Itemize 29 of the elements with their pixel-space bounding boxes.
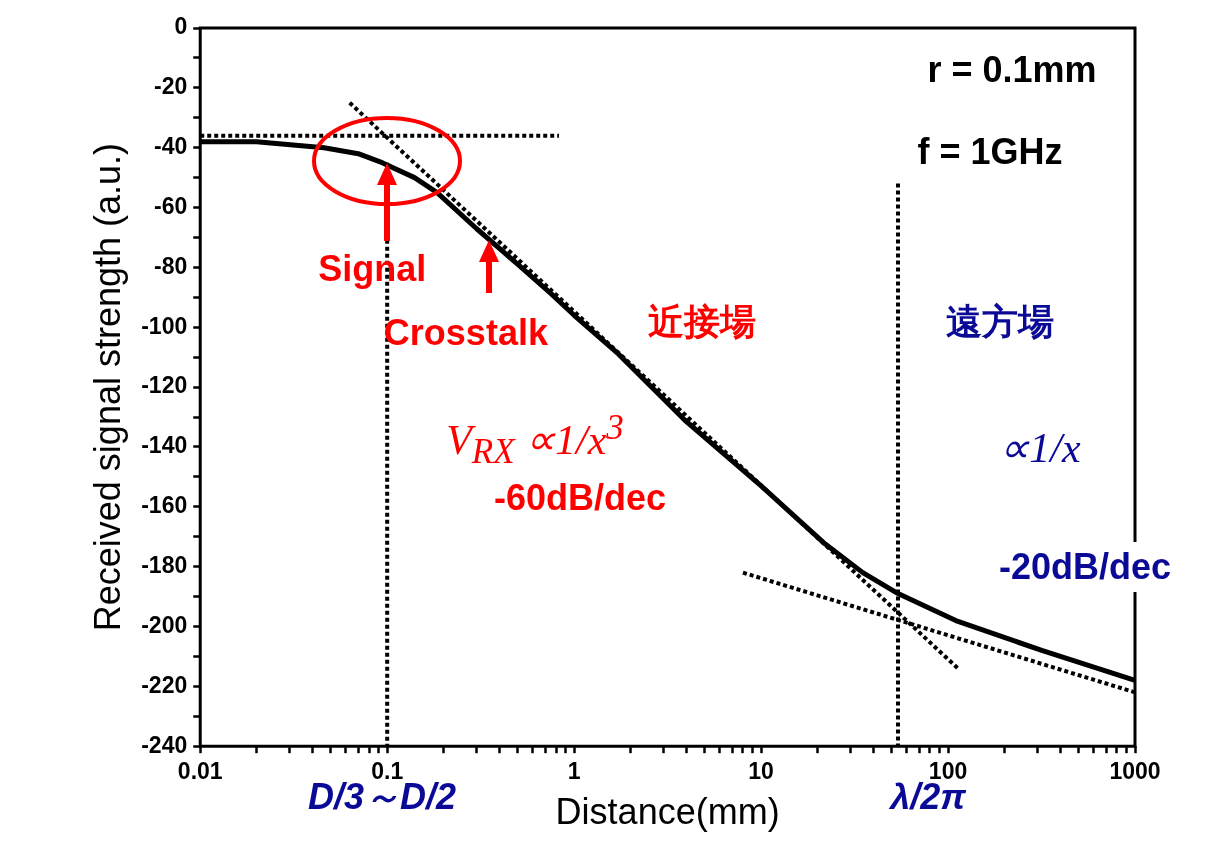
y-tick-label: -240 [141, 731, 188, 758]
y-tick-label: -40 [153, 133, 188, 160]
y-tick-label: -140 [141, 432, 188, 459]
x-tick-label: 0.01 [177, 758, 223, 785]
annotation: f = 1GHz [917, 131, 1063, 173]
y-tick-label: -160 [141, 492, 188, 519]
annotation: ∝1/x [999, 423, 1081, 472]
annotation: V$_{RX}$ ∝1/x$^{3}$ [446, 407, 624, 473]
annotation: 近接場 [648, 299, 756, 344]
x-tick-label: 1 [567, 758, 581, 785]
x-axis-title: Distance(mm) [555, 791, 780, 833]
y-tick-label: -180 [141, 551, 188, 578]
annotation: r = 0.1mm [927, 49, 1097, 91]
y-tick-label: -220 [141, 671, 188, 698]
y-axis-title: Received signal strength (a.u.) [86, 142, 128, 632]
y-tick-label: -60 [153, 192, 188, 219]
y-tick-label: -100 [141, 312, 188, 339]
x-tick-label: 1000 [1109, 758, 1161, 785]
annotation: -20dB/dec [998, 542, 1172, 592]
x-tick-label: 10 [748, 758, 774, 785]
y-tick-label: -200 [141, 611, 188, 638]
annotation: 遠方場 [946, 299, 1054, 344]
y-tick-label: -120 [141, 372, 188, 399]
y-tick-label: -20 [153, 73, 188, 100]
y-tick-label: 0 [174, 13, 188, 40]
annotation: Crosstalk [383, 312, 548, 355]
y-tick-label: -80 [153, 252, 188, 279]
annotation: -60dB/dec [493, 477, 667, 519]
annotation: Signal [318, 247, 427, 290]
